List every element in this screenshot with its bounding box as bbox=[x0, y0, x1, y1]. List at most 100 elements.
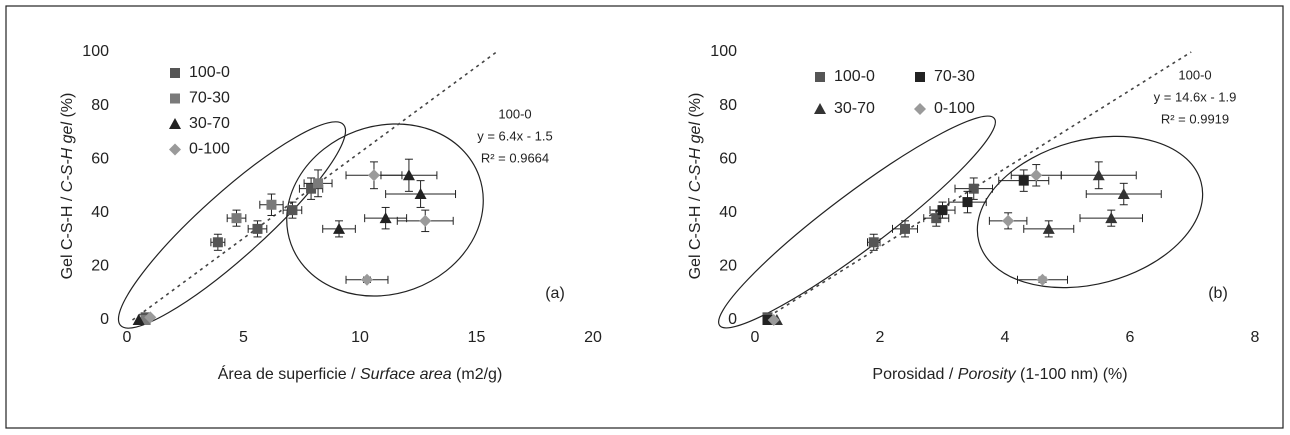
legend-label: 0-100 bbox=[934, 100, 975, 117]
frame bbox=[5, 5, 1284, 429]
y-tick-label: 60 bbox=[719, 150, 737, 167]
series bbox=[762, 169, 1050, 325]
x-axis-label-part: Surface area bbox=[360, 366, 452, 383]
marker bbox=[169, 118, 181, 129]
x-axis-label-part: Área de superficie / bbox=[218, 364, 360, 383]
x-tick-label: 2 bbox=[876, 329, 885, 346]
x-tick-label: 10 bbox=[351, 329, 369, 346]
marker bbox=[212, 237, 223, 248]
x-tick-label: 6 bbox=[1126, 329, 1135, 346]
marker bbox=[170, 93, 180, 104]
marker bbox=[1036, 273, 1049, 286]
x-axis-label: Área de superficie / Surface area (m2/g) bbox=[218, 364, 503, 383]
x-tick-label: 4 bbox=[1001, 329, 1010, 346]
x-tick-label: 8 bbox=[1251, 329, 1260, 346]
y-tick-label: 20 bbox=[719, 258, 737, 275]
panel-label: (a) bbox=[545, 285, 565, 302]
group-outline bbox=[286, 123, 484, 297]
marker bbox=[914, 103, 926, 115]
marker bbox=[937, 205, 948, 216]
y-tick-label: 20 bbox=[91, 258, 109, 275]
marker bbox=[962, 197, 973, 208]
x-tick-label: 15 bbox=[468, 329, 486, 346]
y-axis-label: Gel C-S-H / C-S-H gel (%) bbox=[687, 93, 704, 280]
legend-label: 100-0 bbox=[834, 68, 875, 85]
y-axis-label: Gel C-S-H / C-S-H gel (%) bbox=[59, 93, 76, 280]
y-axis-label-part: (%) bbox=[59, 93, 76, 122]
y-tick-label: 100 bbox=[710, 43, 737, 60]
x-axis-label-part: Porosity bbox=[958, 366, 1017, 383]
marker bbox=[1018, 175, 1029, 186]
group-outline bbox=[718, 115, 996, 329]
y-tick-label: 0 bbox=[728, 311, 737, 328]
marker bbox=[1042, 222, 1055, 234]
y-tick-label: 80 bbox=[91, 97, 109, 114]
trend-annotation: y = 6.4x - 1.5 bbox=[477, 128, 553, 143]
marker bbox=[170, 68, 180, 78]
series bbox=[144, 161, 454, 324]
series bbox=[767, 164, 1068, 326]
x-axis-label: Porosidad / Porosity (1-100 nm) (%) bbox=[872, 366, 1127, 383]
series bbox=[140, 169, 333, 325]
y-axis-label-part: Gel C-S-H / bbox=[687, 192, 704, 279]
y-axis-label-part: (%) bbox=[687, 93, 704, 122]
marker bbox=[762, 315, 773, 325]
marker bbox=[287, 205, 298, 216]
marker bbox=[1105, 212, 1118, 224]
marker bbox=[169, 143, 181, 156]
marker bbox=[367, 169, 380, 182]
group-outline bbox=[117, 121, 347, 329]
legend-label: 70-30 bbox=[934, 68, 975, 85]
marker bbox=[1002, 214, 1015, 227]
y-tick-label: 100 bbox=[82, 43, 109, 60]
x-axis-label-part: Porosidad / bbox=[872, 366, 957, 383]
marker bbox=[132, 314, 145, 325]
x-tick-label: 0 bbox=[123, 329, 132, 346]
marker bbox=[814, 103, 826, 114]
marker bbox=[968, 183, 979, 194]
legend-label: 70-30 bbox=[189, 90, 230, 107]
marker bbox=[333, 222, 346, 234]
y-tick-label: 80 bbox=[719, 97, 737, 114]
marker bbox=[402, 169, 415, 181]
panel-label: (b) bbox=[1208, 285, 1228, 302]
marker bbox=[231, 213, 242, 224]
marker bbox=[1092, 169, 1105, 181]
legend-label: 30-70 bbox=[834, 100, 875, 117]
marker bbox=[900, 223, 910, 234]
marker bbox=[144, 311, 157, 324]
marker bbox=[414, 188, 427, 200]
trend-annotation: 100-0 bbox=[498, 106, 531, 121]
y-tick-label: 60 bbox=[91, 150, 109, 167]
marker bbox=[419, 214, 432, 227]
trend-annotation: y = 14.6x - 1.9 bbox=[1154, 89, 1237, 104]
y-tick-label: 40 bbox=[91, 204, 109, 221]
marker bbox=[868, 237, 879, 248]
legend-label: 0-100 bbox=[189, 141, 230, 158]
trend-annotation: 100-0 bbox=[1178, 67, 1211, 82]
y-axis-label-part: C-S-H gel bbox=[59, 122, 76, 193]
marker bbox=[360, 273, 373, 286]
x-axis-label-part: (1-100 nm) (%) bbox=[1016, 366, 1128, 383]
marker bbox=[1030, 169, 1043, 182]
series bbox=[140, 177, 324, 323]
series bbox=[762, 177, 993, 323]
marker bbox=[313, 178, 324, 189]
series bbox=[770, 161, 1162, 325]
legend-label: 30-70 bbox=[189, 115, 230, 132]
marker bbox=[306, 183, 317, 194]
marker bbox=[915, 72, 925, 82]
series bbox=[132, 158, 457, 325]
y-tick-label: 0 bbox=[100, 311, 109, 328]
marker bbox=[252, 223, 263, 234]
x-tick-label: 5 bbox=[239, 329, 248, 346]
x-tick-label: 20 bbox=[584, 329, 602, 346]
y-axis-label-part: C-S-H gel bbox=[687, 122, 704, 193]
x-tick-label: 0 bbox=[751, 329, 760, 346]
marker bbox=[815, 72, 825, 82]
marker bbox=[767, 314, 780, 326]
trend-annotation: R² = 0.9919 bbox=[1161, 111, 1229, 126]
marker bbox=[931, 213, 942, 224]
marker bbox=[266, 199, 277, 210]
y-axis-label-part: Gel C-S-H / bbox=[59, 192, 76, 279]
